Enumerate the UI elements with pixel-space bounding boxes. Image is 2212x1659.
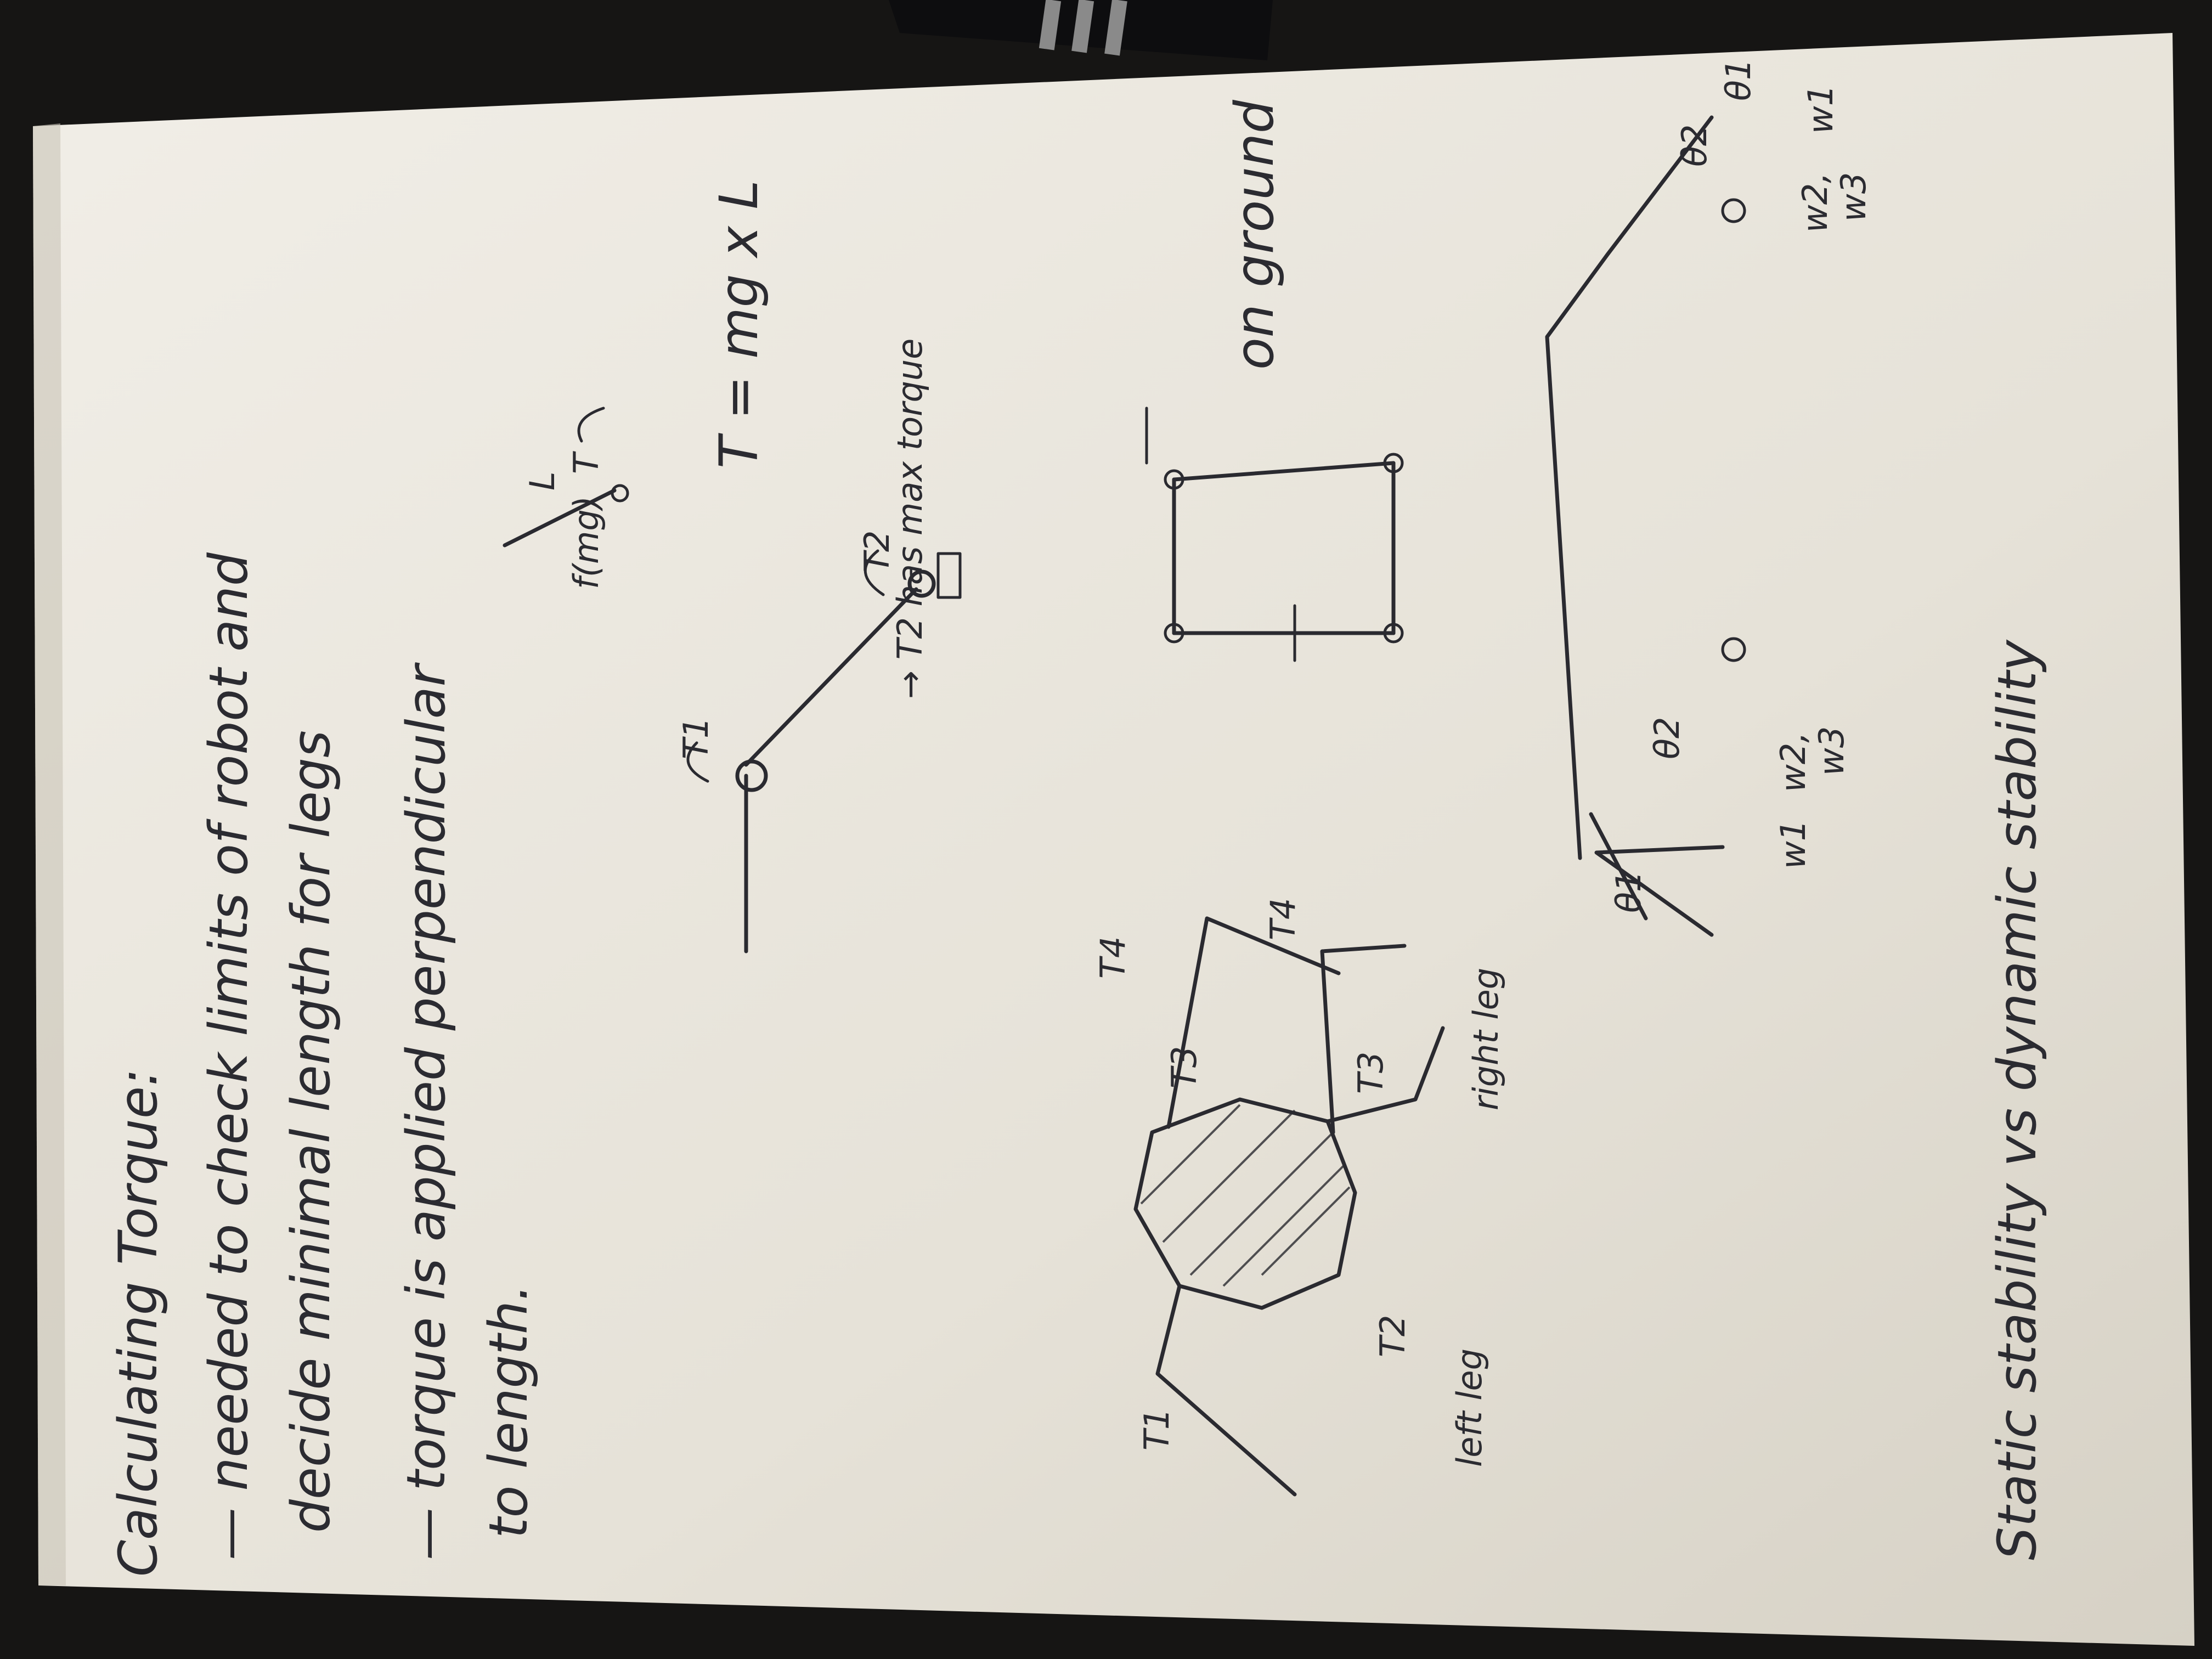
on-ground-label: on ground — [1224, 99, 1285, 370]
stability-left-w1: w1 — [1773, 820, 1813, 869]
note-line-2: decide minimal length for legs — [280, 730, 342, 1533]
lever-force-label: f(mg) — [566, 496, 606, 589]
page-edge-shadow — [33, 123, 66, 1585]
lever-l-label: L — [522, 471, 562, 490]
note-line-1: — needed to check limits of robot and — [198, 552, 259, 1560]
notebook-page — [33, 33, 2194, 1646]
robot-label-t3-a: T3 — [1164, 1046, 1204, 1088]
robot-label-t2: T2 — [1373, 1315, 1413, 1357]
stability-right-w2: w2, — [1795, 172, 1835, 233]
stability-footer: Static stability vs dynamic stability — [1987, 639, 2048, 1560]
max-torque-note: → T2 has max torque — [890, 338, 930, 699]
t1-label: T1 — [676, 717, 716, 759]
note-line-3: — torque is applied perpendicular — [396, 662, 457, 1560]
pen-object — [889, 0, 1273, 60]
left-leg-label: left leg — [1449, 1348, 1489, 1467]
ground-sketch: on ground — [1145, 99, 1404, 662]
arm-diagram: T1 T2 — [676, 531, 962, 953]
stability-left-w3: w3 — [1812, 726, 1852, 776]
stability-left-theta2: θ2 — [1647, 717, 1687, 759]
stability-right-w3: w3 — [1833, 172, 1874, 222]
page-content: Calculating Torque: — needed to check li… — [108, 59, 2048, 1577]
stability-right-theta1: θ1 — [1718, 59, 1758, 101]
robot-top-view: T1 T2 left leg T4 T3 T4 T3 right leg — [1093, 898, 1506, 1497]
robot-label-t4-a: T4 — [1093, 936, 1133, 979]
stability-right-theta2: θ2 — [1674, 125, 1714, 167]
lever-sketch: L T f(mg) T = mg x L → T2 has max torque — [503, 180, 930, 699]
robot-label-t3-b: T3 — [1351, 1052, 1391, 1094]
note-title: Calculating Torque: — [108, 1069, 169, 1577]
t2-label: T2 — [857, 531, 897, 573]
robot-label-t4-b: T4 — [1263, 898, 1303, 940]
right-leg-label: right leg — [1466, 968, 1506, 1110]
robot-label-t1: T1 — [1137, 1408, 1177, 1451]
lever-t-label: T — [566, 451, 606, 474]
torque-formula: T = mg x L — [708, 180, 770, 469]
stability-right-w1: w1 — [1801, 84, 1841, 134]
stability-left-w2: w2, — [1773, 732, 1813, 792]
stability-diagram: θ1 θ2 w1 w2, w3 θ1 θ2 w1 w2, w3 — [1545, 59, 1874, 937]
note-line-4: to length. — [478, 1284, 539, 1538]
stability-left-theta1: θ1 — [1609, 871, 1649, 913]
